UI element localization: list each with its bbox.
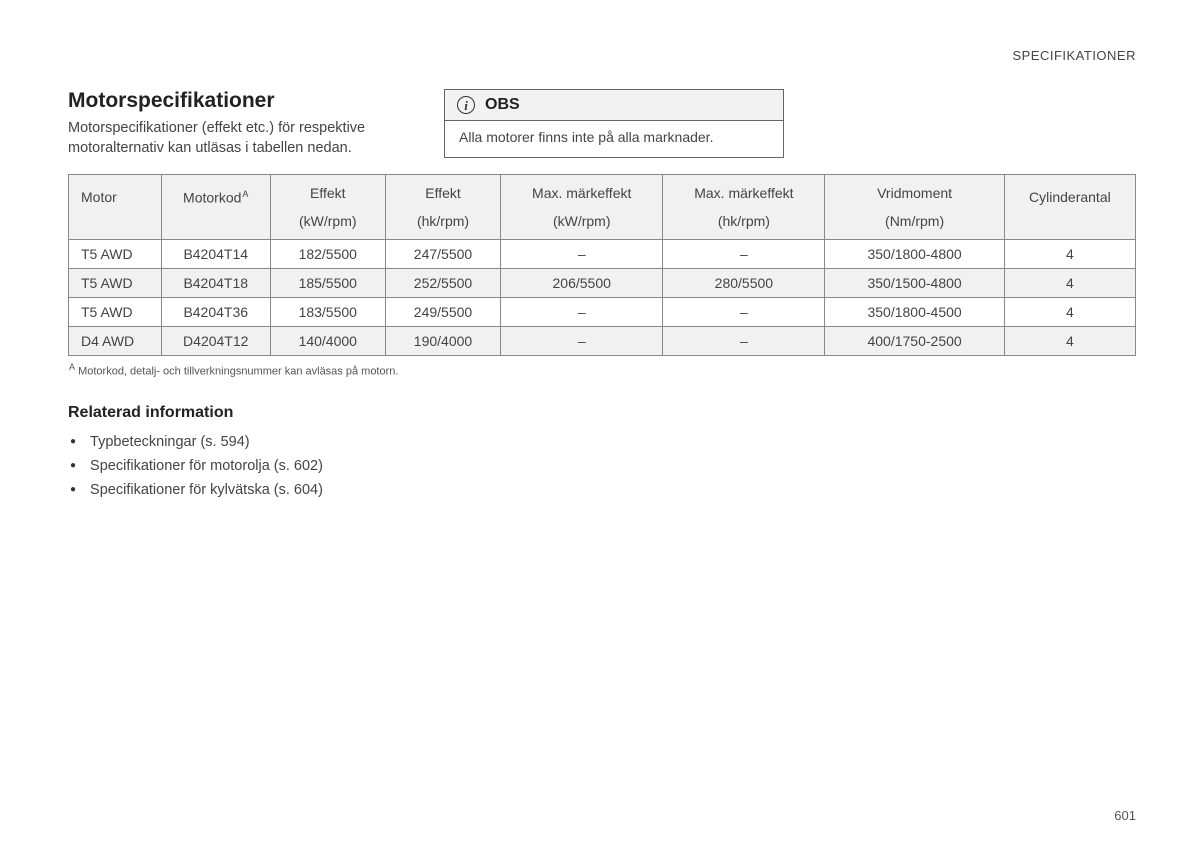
- section-header: SPECIFIKATIONER: [68, 48, 1136, 63]
- col-vridmoment: Vridmoment (Nm/rpm): [825, 175, 1004, 240]
- table-footnote: A Motorkod, detalj- och tillverkningsnum…: [68, 362, 1136, 378]
- cell: 280/5500: [663, 269, 825, 298]
- table-row: D4 AWD D4204T12 140/4000 190/4000 – – 40…: [69, 327, 1136, 356]
- cell: D4204T12: [161, 327, 270, 356]
- table-row: T5 AWD B4204T18 185/5500 252/5500 206/55…: [69, 269, 1136, 298]
- spec-table: Motor MotorkodA Effekt (kW/rpm) Effekt (…: [68, 174, 1136, 356]
- cell: 183/5500: [270, 298, 385, 327]
- list-item: Specifikationer för motorolja (s. 602): [70, 454, 1136, 478]
- cell: –: [663, 298, 825, 327]
- cell: T5 AWD: [69, 298, 162, 327]
- col-cylinderantal: Cylinderantal: [1004, 175, 1135, 240]
- intro-text: Motorspecifikationer (effekt etc.) för r…: [68, 119, 408, 158]
- related-list: Typbeteckningar (s. 594) Specifikationer…: [68, 430, 1136, 502]
- list-item: Specifikationer för kylvätska (s. 604): [70, 478, 1136, 502]
- cell: 252/5500: [385, 269, 500, 298]
- note-title: OBS: [485, 96, 520, 114]
- cell: 140/4000: [270, 327, 385, 356]
- note-body: Alla motorer finns inte på alla marknade…: [445, 121, 783, 155]
- col-motorkod: MotorkodA: [161, 175, 270, 240]
- info-icon: i: [457, 96, 475, 114]
- cell: –: [501, 298, 663, 327]
- cell: 185/5500: [270, 269, 385, 298]
- cell: B4204T18: [161, 269, 270, 298]
- col-max-hk: Max. märkeffekt (hk/rpm): [663, 175, 825, 240]
- cell: –: [663, 327, 825, 356]
- cell: 247/5500: [385, 240, 500, 269]
- table-body: T5 AWD B4204T14 182/5500 247/5500 – – 35…: [69, 240, 1136, 356]
- col-effekt-kw: Effekt (kW/rpm): [270, 175, 385, 240]
- page-number: 601: [1114, 808, 1136, 823]
- col-effekt-hk: Effekt (hk/rpm): [385, 175, 500, 240]
- cell: 4: [1004, 298, 1135, 327]
- related-title: Relaterad information: [68, 404, 1136, 422]
- cell: 350/1800-4500: [825, 298, 1004, 327]
- table-head: Motor MotorkodA Effekt (kW/rpm) Effekt (…: [69, 175, 1136, 240]
- col-max-kw: Max. märkeffekt (kW/rpm): [501, 175, 663, 240]
- table-row: T5 AWD B4204T14 182/5500 247/5500 – – 35…: [69, 240, 1136, 269]
- cell: B4204T14: [161, 240, 270, 269]
- cell: –: [501, 327, 663, 356]
- cell: –: [663, 240, 825, 269]
- cell: 400/1750-2500: [825, 327, 1004, 356]
- cell: 350/1800-4800: [825, 240, 1004, 269]
- document-page: SPECIFIKATIONER Motorspecifikationer Mot…: [0, 0, 1200, 845]
- table-row: T5 AWD B4204T36 183/5500 249/5500 – – 35…: [69, 298, 1136, 327]
- cell: 4: [1004, 269, 1135, 298]
- cell: 4: [1004, 240, 1135, 269]
- cell: T5 AWD: [69, 240, 162, 269]
- cell: T5 AWD: [69, 269, 162, 298]
- cell: –: [501, 240, 663, 269]
- cell: 4: [1004, 327, 1135, 356]
- intro-column: Motorspecifikationer Motorspecifikatione…: [68, 89, 408, 158]
- page-title: Motorspecifikationer: [68, 89, 408, 113]
- cell: 182/5500: [270, 240, 385, 269]
- cell: 190/4000: [385, 327, 500, 356]
- list-item: Typbeteckningar (s. 594): [70, 430, 1136, 454]
- cell: B4204T36: [161, 298, 270, 327]
- note-box: i OBS Alla motorer finns inte på alla ma…: [444, 89, 784, 158]
- cell: 249/5500: [385, 298, 500, 327]
- table-header-row: Motor MotorkodA Effekt (kW/rpm) Effekt (…: [69, 175, 1136, 240]
- cell: 350/1500-4800: [825, 269, 1004, 298]
- note-header: i OBS: [445, 90, 783, 121]
- col-motor: Motor: [69, 175, 162, 240]
- cell: 206/5500: [501, 269, 663, 298]
- cell: D4 AWD: [69, 327, 162, 356]
- intro-row: Motorspecifikationer Motorspecifikatione…: [68, 89, 1136, 158]
